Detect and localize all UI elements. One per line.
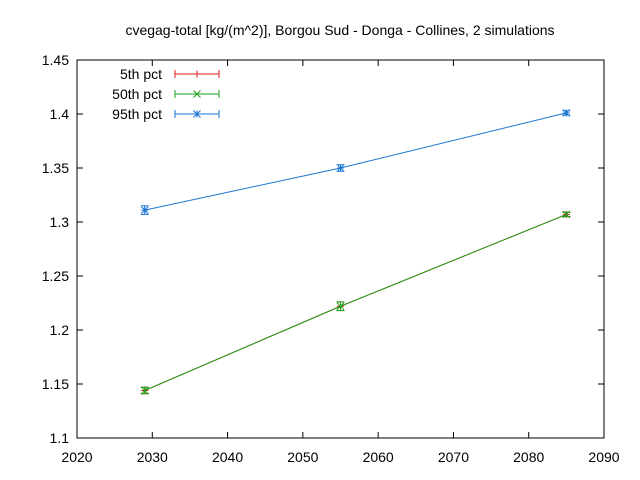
y-tick-label: 1.1: [50, 430, 70, 446]
plot-frame: [76, 59, 605, 439]
y-tick-label: 1.15: [42, 376, 69, 392]
x-tick-label: 2020: [61, 449, 92, 465]
data-point-plus: [193, 70, 201, 78]
x-tick-label: 2070: [438, 449, 469, 465]
x-tick-label: 2030: [137, 449, 168, 465]
data-point-star: [140, 206, 149, 214]
series-line: [144, 213, 567, 391]
legend-item: 5th pct: [120, 66, 220, 82]
legend-item: 50th pct: [112, 86, 220, 102]
data-point-cross: [140, 386, 149, 395]
x-tick-label: 2080: [513, 449, 544, 465]
x-tick-label: 2060: [363, 449, 394, 465]
data-point-star: [562, 109, 571, 117]
legend-label: 5th pct: [120, 66, 162, 82]
series-line: [144, 112, 567, 211]
y-tick-label: 1.2: [50, 322, 70, 338]
data-point-cross: [562, 210, 571, 219]
x-tick-label: 2040: [212, 449, 243, 465]
y-tick-label: 1.35: [42, 160, 69, 176]
legend-item: 95th pct: [112, 106, 220, 122]
y-axis: 1.1 1.15 1.2 1.25 1.3 1.35 1.4 1.45: [42, 52, 604, 446]
x-tick-label: 2090: [588, 449, 619, 465]
series-95th-pct: [140, 109, 571, 215]
chart-title: cvegag-total [kg/(m^2)], Borgou Sud - Do…: [125, 22, 554, 38]
x-axis: 2020 2030 2040 2050 2060 2070 2080 2090: [61, 60, 620, 465]
series-layer: [140, 109, 571, 395]
y-tick-label: 1.45: [42, 52, 69, 68]
legend-label: 50th pct: [112, 86, 162, 102]
legend: 5th pct 50th pct 95th pct: [112, 66, 220, 122]
data-point-star: [193, 110, 201, 118]
series-5th-pct: [140, 210, 571, 395]
series-line: [144, 213, 567, 391]
x-tick-label: 2050: [287, 449, 318, 465]
data-point-star: [336, 164, 345, 172]
y-tick-label: 1.4: [50, 106, 70, 122]
legend-label: 95th pct: [112, 106, 162, 122]
y-tick-label: 1.25: [42, 268, 69, 284]
data-point-cross: [336, 302, 345, 311]
y-tick-label: 1.3: [50, 214, 70, 230]
plot-border: [76, 59, 605, 439]
series-50th-pct: [140, 210, 571, 395]
data-point-cross: [193, 90, 201, 98]
